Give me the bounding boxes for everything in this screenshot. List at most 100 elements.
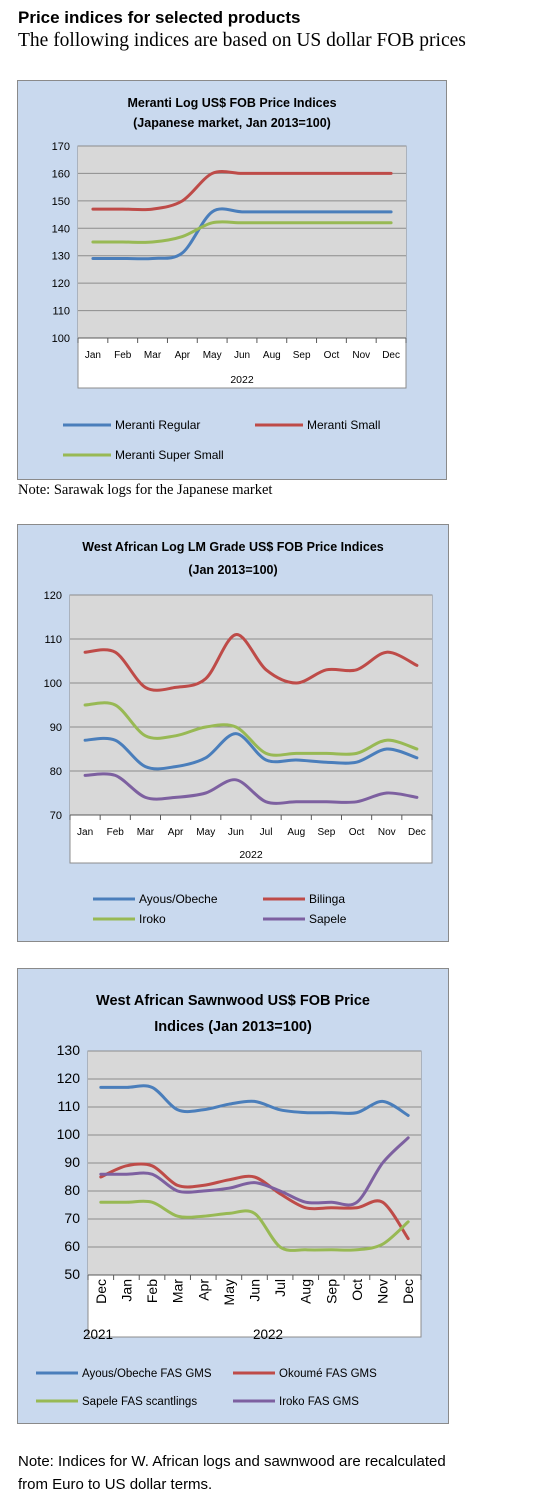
x-tick-label: Feb (114, 350, 132, 361)
x-year-label: 2021 (83, 1327, 113, 1342)
x-tick-label: Nov (352, 350, 370, 361)
x-tick-label: Dec (382, 350, 400, 361)
legend-label: Bilinga (309, 892, 345, 906)
y-tick-label: 70 (64, 1210, 80, 1226)
y-tick-label: 60 (64, 1238, 80, 1254)
series-line-sapele (83, 772, 419, 805)
x-tick-label: Jul (260, 827, 273, 838)
x-tick-label: Dec (93, 1279, 109, 1304)
y-tick-label: 110 (44, 634, 62, 646)
y-tick-label: 110 (52, 306, 70, 318)
chart-title-line: West African Log LM Grade US$ FOB Price … (82, 540, 384, 554)
series-line-sapele-fas-scantlings (99, 1199, 410, 1252)
legend-label: Okoumé FAS GMS (279, 1368, 377, 1380)
chart-meranti: Meranti Log US$ FOB Price Indices (Japane… (52, 96, 407, 462)
x-tick-label: Apr (195, 1279, 211, 1301)
chart-wa-sawnwood: West African Sawnwood US$ FOB Price Indic… (36, 993, 422, 1408)
y-tick-label: 140 (52, 223, 70, 235)
y-tick-label: 170 (52, 141, 70, 153)
y-tick-label: 50 (64, 1266, 80, 1282)
chart-title-line: West African Sawnwood US$ FOB Price (96, 993, 370, 1009)
y-tick-label: 70 (50, 810, 62, 822)
chart-title-line: Indices (Jan 2013=100) (154, 1019, 312, 1035)
x-tick-label: Dec (408, 827, 426, 838)
series-line-bilinga (83, 633, 419, 692)
chart-title-line: (Jan 2013=100) (188, 563, 277, 577)
x-tick-label: Sep (293, 350, 311, 361)
series-line-meranti-regular (91, 207, 393, 261)
x-tick-label: Oct (324, 350, 340, 361)
x-tick-label: Nov (375, 1279, 391, 1304)
y-tick-label: 100 (44, 678, 62, 690)
x-tick-label: Mar (170, 1279, 186, 1303)
page-heading: Price indices for selected products (18, 8, 301, 27)
page-subheading: The following indices are based on US do… (18, 30, 466, 51)
x-tick-label: Oct (349, 1279, 365, 1301)
x-tick-label: Aug (298, 1279, 314, 1304)
series-line-ayous-obeche-fas-gms (99, 1084, 410, 1117)
chart-wa-logs: West African Log LM Grade US$ FOB Price … (44, 540, 433, 926)
y-tick-label: 90 (64, 1154, 80, 1170)
x-tick-label: Nov (378, 827, 396, 838)
legend-label: Sapele (309, 912, 347, 926)
series-line-ayous-obeche (83, 732, 419, 771)
y-tick-label: 120 (44, 590, 62, 602)
x-tick-label: Dec (400, 1279, 416, 1304)
series-line-iroko-fas-gms (99, 1136, 410, 1207)
x-group-label: 2022 (230, 374, 254, 386)
y-tick-label: 160 (52, 168, 70, 180)
legend-label: Ayous/Obeche (139, 892, 218, 906)
chart-panel-meranti: Meranti Log US$ FOB Price Indices (Japane… (17, 80, 447, 480)
x-tick-label: Oct (349, 827, 365, 838)
y-tick-label: 110 (58, 1098, 81, 1114)
x-tick-label: Aug (287, 827, 305, 838)
x-tick-label: Jan (85, 350, 101, 361)
x-tick-label: May (203, 350, 222, 361)
legend-label: Iroko (139, 912, 166, 926)
plot-area (70, 595, 432, 815)
x-tick-label: Jan (118, 1279, 134, 1302)
x-tick-label: Feb (144, 1279, 160, 1303)
legend-label: Meranti Regular (115, 418, 200, 432)
x-tick-label: Jan (77, 827, 93, 838)
chart-title-line: (Japanese market, Jan 2013=100) (133, 116, 331, 130)
series-line-iroko (83, 701, 419, 757)
y-tick-label: 90 (50, 722, 62, 734)
y-tick-label: 100 (52, 333, 70, 345)
y-tick-label: 130 (52, 251, 70, 263)
x-tick-label: Apr (175, 350, 191, 361)
x-year-label: 2022 (253, 1327, 283, 1342)
legend-label: Sapele FAS scantlings (82, 1396, 197, 1408)
legend-label: Meranti Small (307, 418, 380, 432)
legend-label: Iroko FAS GMS (279, 1396, 359, 1408)
x-tick-label: Sep (323, 1279, 339, 1304)
series-line-meranti-small (91, 170, 393, 212)
x-tick-label: Feb (107, 827, 125, 838)
y-tick-label: 120 (57, 1070, 81, 1086)
x-tick-label: Sep (318, 827, 336, 838)
y-tick-label: 150 (52, 196, 70, 208)
chart-title-line: Meranti Log US$ FOB Price Indices (127, 96, 336, 110)
y-tick-label: 80 (50, 766, 62, 778)
series-line-okoum-fas-gms (99, 1162, 410, 1241)
y-tick-label: 130 (57, 1042, 81, 1058)
x-tick-label: Mar (144, 350, 162, 361)
y-tick-label: 80 (64, 1182, 80, 1198)
note-sarawak: Note: Sarawak logs for the Japanese mark… (18, 482, 273, 498)
y-tick-label: 100 (57, 1126, 81, 1142)
x-tick-label: Jun (247, 1279, 263, 1302)
x-tick-label: Aug (263, 350, 281, 361)
x-group-label: 2022 (239, 849, 263, 861)
note-currency: Note: Indices for W. African logs and sa… (18, 1450, 538, 1496)
chart-panel-wa-logs: West African Log LM Grade US$ FOB Price … (17, 524, 449, 942)
chart-panel-wa-sawnwood: West African Sawnwood US$ FOB Price Indic… (17, 968, 449, 1424)
x-tick-label: May (221, 1279, 237, 1305)
series-line-meranti-super-small (91, 220, 393, 244)
x-tick-label: Apr (168, 827, 184, 838)
legend-label: Meranti Super Small (115, 448, 224, 462)
x-tick-label: Mar (137, 827, 155, 838)
x-tick-label: May (196, 827, 215, 838)
legend-label: Ayous/Obeche FAS GMS (82, 1368, 212, 1380)
x-tick-label: Jun (234, 350, 250, 361)
y-tick-label: 120 (52, 278, 70, 290)
